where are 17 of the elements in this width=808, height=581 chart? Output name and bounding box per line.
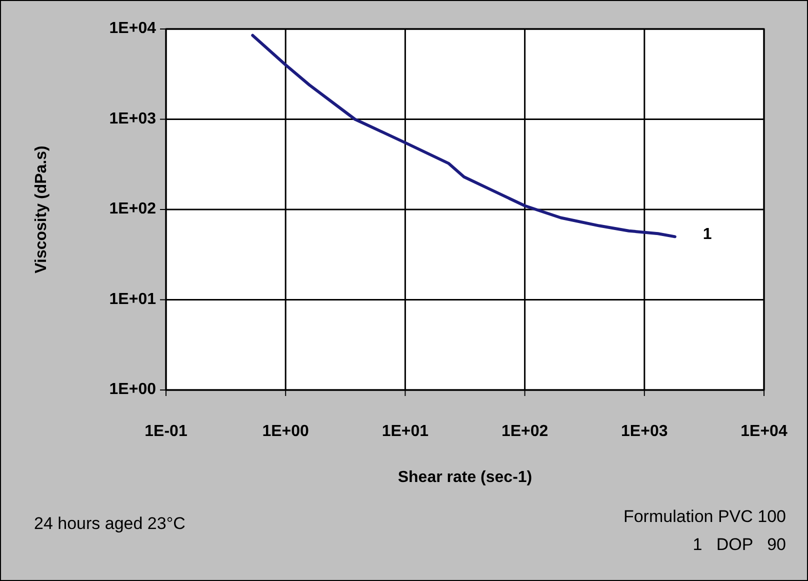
series-label: 1 bbox=[702, 226, 712, 243]
x-tick-label: 1E+00 bbox=[262, 423, 310, 440]
y-tick-label: 1E+02 bbox=[109, 200, 156, 218]
y-tick-label: 1E+01 bbox=[109, 290, 156, 308]
x-tick-label: 1E+02 bbox=[501, 423, 548, 440]
x-tick-label: 1E+01 bbox=[382, 423, 429, 440]
x-tick-label: 1E+03 bbox=[621, 423, 668, 440]
y-tick-label: 1E+04 bbox=[109, 20, 156, 38]
y-axis-title: Viscosity (dPa.s) bbox=[33, 146, 50, 274]
text: 24 hours aged 23°C bbox=[34, 514, 186, 533]
text: Formulation PVC 100 bbox=[623, 507, 786, 526]
x-tick-label: 1E-01 bbox=[144, 423, 188, 440]
x-tick-label: 1E+04 bbox=[740, 423, 788, 440]
y-tick-label: 1E+03 bbox=[109, 110, 156, 128]
x-axis-title: Shear rate (sec-1) bbox=[398, 469, 532, 486]
y-tick-label: 1E+00 bbox=[109, 381, 156, 398]
text: 1 DOP 90 bbox=[692, 535, 786, 554]
